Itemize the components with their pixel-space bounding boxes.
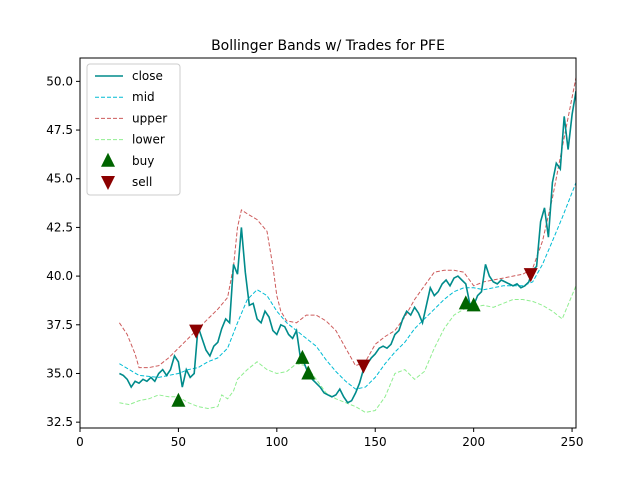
x-tick-label-5: 250	[561, 435, 584, 449]
y-tick-label-2: 37.5	[46, 318, 73, 332]
buy-marker-4	[466, 297, 481, 312]
x-tick-label-1: 50	[171, 435, 186, 449]
series-line-close	[119, 90, 576, 404]
buy-marker-3	[458, 295, 473, 310]
y-tick-label-5: 45.0	[46, 172, 73, 186]
series-group	[118, 77, 576, 413]
buy-marker-2	[301, 365, 316, 380]
legend-label-mid: mid	[132, 90, 155, 104]
buy-marker-0	[171, 392, 186, 407]
legend-label-lower: lower	[132, 133, 165, 147]
legend-label-upper: upper	[132, 111, 167, 125]
buy-marker-1	[295, 349, 310, 364]
y-tick-label-1: 35.0	[46, 366, 73, 380]
y-tick-label-4: 42.5	[46, 220, 73, 234]
axes: 0 50 100 150 200 250 32.5 35.0 37.5 40.0 42.5 45.0 4…	[46, 57, 584, 449]
sell-marker-1	[356, 359, 371, 374]
x-tick-label-2: 100	[265, 435, 288, 449]
legend-label-buy: buy	[132, 154, 154, 168]
axes-frame	[79, 57, 577, 429]
legend: close mid upper lower buy sell	[86, 63, 181, 196]
series-line-lower	[119, 285, 576, 413]
sell-marker-0	[189, 324, 204, 339]
legend-label-close: close	[132, 69, 163, 83]
y-tick-label-0: 32.5	[46, 415, 73, 429]
series-line-mid	[119, 182, 576, 390]
y-tick-label-3: 40.0	[46, 269, 73, 283]
y-tick-label-7: 50.0	[46, 74, 73, 88]
series-line-upper	[118, 77, 576, 369]
y-tick-label-6: 47.5	[46, 123, 73, 137]
sell-marker-2	[523, 268, 538, 283]
plot-area	[118, 77, 576, 413]
chart-title: Bollinger Bands w/ Trades for PFE	[211, 38, 445, 54]
legend-swatch-buy	[101, 152, 115, 167]
x-tick-label-4: 200	[462, 435, 485, 449]
x-tick-label-3: 150	[364, 435, 387, 449]
x-tick-label-0: 0	[76, 435, 84, 449]
legend-swatch-sell	[101, 176, 115, 190]
legend-label-sell: sell	[132, 175, 152, 189]
